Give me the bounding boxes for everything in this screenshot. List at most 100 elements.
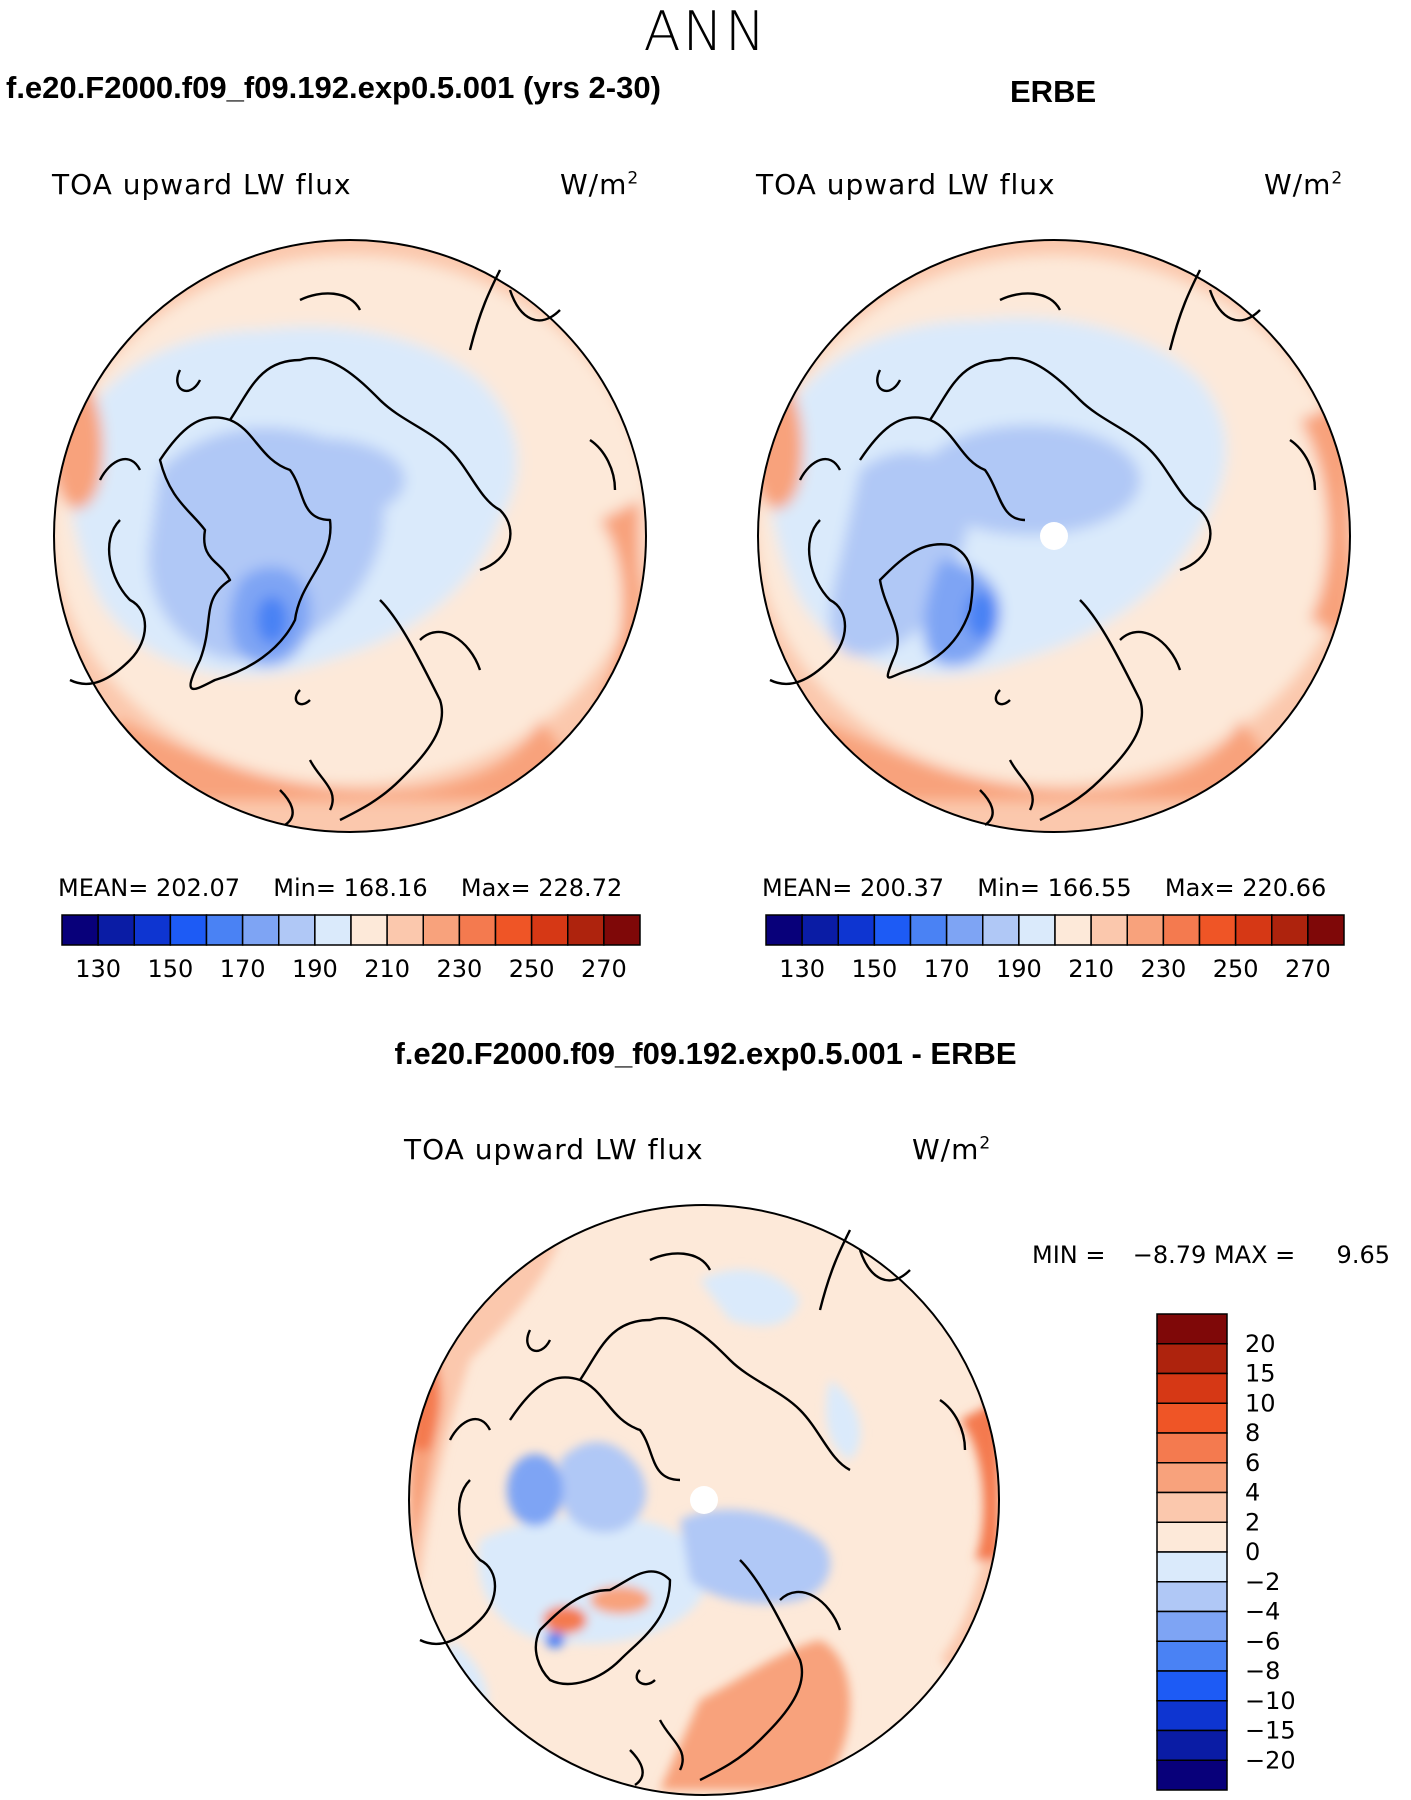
model-stats: MEAN= 202.07 Min= 168.16 Max= 228.72 <box>58 874 622 902</box>
obs-colorbar-swatch <box>1162 914 1201 946</box>
diff-variable-label: TOA upward LW flux <box>404 1133 704 1166</box>
diff-colorbar-swatch <box>1156 1610 1228 1642</box>
model-panel-title: f.e20.F2000.f09_f09.192.exp0.5.001 (yrs … <box>6 70 661 105</box>
model-colorbar-swatch <box>97 914 135 946</box>
obs-colorbar-swatch <box>1090 914 1128 946</box>
diff-colorbar-swatch <box>1156 1462 1228 1494</box>
obs-mean-value: 200.37 <box>860 874 944 902</box>
model-colorbar-swatch <box>494 914 533 946</box>
obs-polar-map <box>757 239 1351 833</box>
model-colorbar-swatch <box>169 914 208 946</box>
obs-colorbar-swatch <box>1307 914 1345 946</box>
model-colorbar-swatch <box>386 914 424 946</box>
model-colorbar-tick-label: 250 <box>509 955 555 983</box>
obs-colorbar-swatch <box>765 914 803 946</box>
model-mean-value: 202.07 <box>156 874 240 902</box>
model-min-value: 168.16 <box>343 874 428 902</box>
diff-colorbar-tick-label: −15 <box>1245 1717 1296 1745</box>
model-max-value: 228.72 <box>538 874 623 902</box>
diff-colorbar-swatch <box>1156 1551 1228 1583</box>
model-colorbar-swatch <box>61 914 99 946</box>
diff-colorbar-tick-label: 6 <box>1245 1449 1260 1477</box>
diff-colorbar-tick-label: 20 <box>1245 1330 1276 1358</box>
model-colorbar-swatch <box>205 914 244 946</box>
model-colorbar-tick-label: 190 <box>292 955 338 983</box>
model-colorbar-swatches <box>61 914 641 946</box>
model-colorbar-tick-label: 130 <box>75 955 121 983</box>
diff-colorbar-swatch <box>1156 1343 1228 1375</box>
obs-colorbar-swatch <box>1271 914 1309 946</box>
diff-colorbar-swatch <box>1156 1313 1228 1345</box>
model-colorbar: 130 150 170 190 210 230 250 270 <box>61 914 641 983</box>
model-units: W/m2 <box>560 168 640 201</box>
model-variable-label: TOA upward LW flux <box>52 168 352 201</box>
diff-panel-title: f.e20.F2000.f09_f09.192.exp0.5.001 - ERB… <box>394 1036 1017 1071</box>
model-colorbar-swatch <box>350 914 388 946</box>
diff-polar-map <box>408 1204 1000 1796</box>
obs-colorbar-swatch <box>873 914 912 946</box>
obs-colorbar-tick-label: 190 <box>996 955 1042 983</box>
model-colorbar-tick-label: 210 <box>364 955 410 983</box>
model-colorbar-swatch <box>603 914 641 946</box>
obs-units: W/m2 <box>1264 168 1344 201</box>
model-polar-map <box>53 239 647 833</box>
diff-colorbar-swatch <box>1156 1729 1228 1761</box>
diff-colorbar-swatches <box>1156 1313 1228 1791</box>
obs-colorbar-swatch <box>1234 914 1273 946</box>
obs-colorbar-swatch <box>1126 914 1165 946</box>
diff-colorbar-tick-label: 15 <box>1245 1360 1276 1388</box>
diff-colorbar-swatch <box>1156 1670 1228 1702</box>
diff-min-value: −8.79 <box>1132 1241 1207 1269</box>
obs-colorbar-tick-label: 230 <box>1140 955 1186 983</box>
diff-colorbar-swatch <box>1156 1581 1228 1613</box>
model-mean-label: MEAN= <box>58 874 149 902</box>
obs-colorbar-tick-label: 150 <box>851 955 897 983</box>
obs-colorbar-swatches <box>765 914 1345 946</box>
obs-panel-title: ERBE <box>1010 74 1097 109</box>
diff-colorbar-tick-label: −4 <box>1245 1598 1280 1626</box>
model-colorbar-tick-label: 150 <box>147 955 193 983</box>
model-colorbar-swatch <box>458 914 497 946</box>
obs-colorbar-swatch <box>1054 914 1092 946</box>
obs-colorbar-tick-label: 170 <box>924 955 970 983</box>
diff-colorbar-tick-label: 10 <box>1245 1389 1276 1417</box>
obs-colorbar-swatch <box>982 914 1020 946</box>
diff-colorbar-swatch <box>1156 1700 1228 1732</box>
model-colorbar-swatch <box>422 914 461 946</box>
diff-min-label: MIN = <box>1032 1241 1106 1269</box>
model-colorbar-tick-label: 170 <box>220 955 266 983</box>
obs-stats: MEAN= 200.37 Min= 166.55 Max= 220.66 <box>762 874 1326 902</box>
diff-colorbar-swatch <box>1156 1402 1228 1434</box>
obs-colorbar-ticks: 130 150 170 190 210 230 250 270 <box>779 955 1331 983</box>
obs-colorbar-tick-label: 210 <box>1068 955 1114 983</box>
obs-colorbar-swatch <box>1018 914 1056 946</box>
model-colorbar-swatch <box>133 914 172 946</box>
model-colorbar-swatch <box>567 914 605 946</box>
diff-colorbar-tick-label: 2 <box>1245 1508 1260 1536</box>
model-colorbar-tick-label: 230 <box>436 955 482 983</box>
obs-colorbar-swatch <box>1198 914 1237 946</box>
obs-colorbar: 130 150 170 190 210 230 250 270 <box>765 914 1345 983</box>
obs-colorbar-swatch <box>801 914 839 946</box>
diff-colorbar-tick-label: 4 <box>1245 1479 1260 1507</box>
diff-max-label: MAX = <box>1213 1241 1296 1269</box>
model-colorbar-swatch <box>530 914 569 946</box>
obs-colorbar-swatch <box>837 914 876 946</box>
diff-colorbar-tick-label: −2 <box>1245 1568 1280 1596</box>
model-colorbar-swatch <box>278 914 316 946</box>
obs-colorbar-swatch <box>909 914 948 946</box>
season-title: ANN <box>643 0 768 63</box>
model-colorbar-swatch <box>314 914 352 946</box>
diff-colorbar-swatch <box>1156 1491 1228 1523</box>
obs-min-label: Min= <box>977 874 1040 902</box>
diff-colorbar-tick-label: −10 <box>1245 1687 1296 1715</box>
diff-colorbar-tick-label: −6 <box>1245 1627 1280 1655</box>
obs-mean-label: MEAN= <box>762 874 853 902</box>
diff-units: W/m2 <box>912 1133 992 1166</box>
model-colorbar-ticks: 130 150 170 190 210 230 250 270 <box>75 955 627 983</box>
diff-max-value: 9.65 <box>1336 1241 1390 1269</box>
obs-max-value: 220.66 <box>1242 874 1327 902</box>
model-colorbar-swatch <box>241 914 280 946</box>
